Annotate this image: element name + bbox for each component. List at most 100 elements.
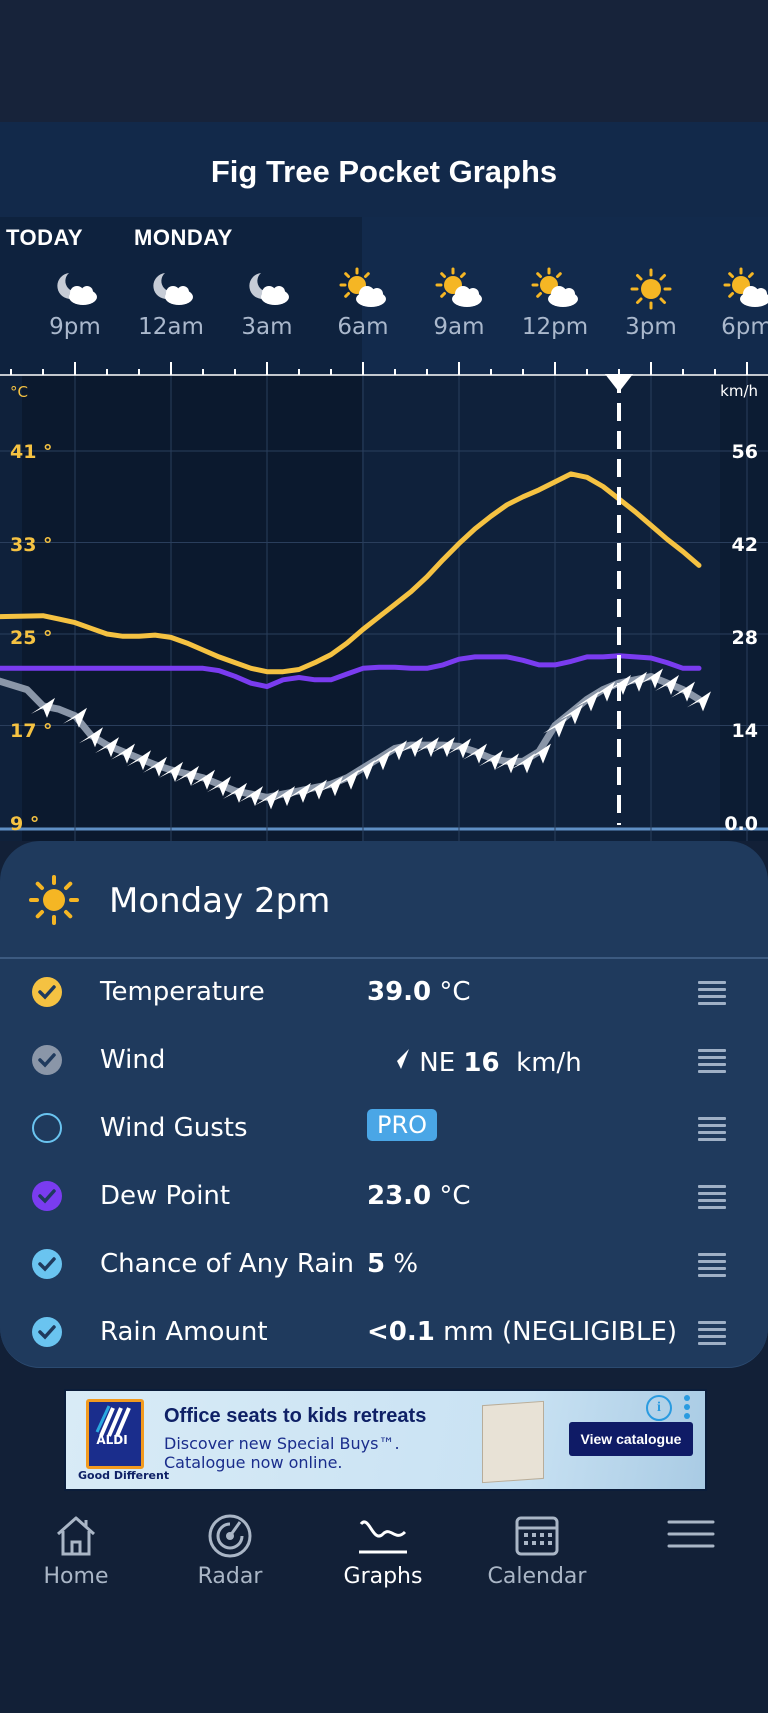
wind-check-icon[interactable]	[32, 1045, 62, 1075]
wind-arrow-marker	[383, 740, 407, 761]
sun-cloud-icon	[721, 267, 768, 311]
wind-tick-0: 0.0	[724, 813, 758, 835]
drag-handle-icon[interactable]	[698, 1253, 726, 1281]
wind-value: NE 16 km/h	[385, 1045, 582, 1078]
detail-title: Monday 2pm	[109, 881, 331, 921]
wind-arrow-marker	[639, 668, 663, 689]
ad-subtext: Discover new Special Buys™. Catalogue no…	[164, 1434, 400, 1472]
graph-area[interactable]: TODAY MONDAY 9pm12am3am6am9am12pm3pm6pmm…	[0, 217, 768, 841]
time-label: 6pm	[721, 314, 768, 340]
nav-radar-label: Radar	[197, 1564, 263, 1589]
wind-arrow-marker	[287, 782, 311, 803]
row-temperature[interactable]: Temperature 39.0 °C	[0, 959, 768, 1027]
temperature-line	[0, 471, 702, 675]
aldi-logo	[86, 1399, 144, 1469]
catalogue-image	[482, 1400, 544, 1484]
calendar-icon	[515, 1516, 559, 1556]
temp-tick-17: 17 °	[10, 720, 53, 742]
view-catalogue-button[interactable]: View catalogue	[569, 1422, 693, 1456]
wind-arrow-marker	[239, 786, 263, 807]
plot-night-shading	[22, 375, 362, 841]
temperature-value: 39.0 °C	[367, 977, 471, 1007]
radar-icon	[208, 1514, 252, 1558]
graph-icon	[359, 1520, 407, 1554]
wind-arrow-marker	[623, 671, 647, 692]
wind-arrow-marker	[303, 779, 327, 800]
nav-menu[interactable]	[631, 1512, 751, 1564]
nav-home[interactable]: Home	[16, 1512, 136, 1589]
row-wind[interactable]: Wind NE 16 km/h	[0, 1027, 768, 1095]
row-wind-gusts[interactable]: Wind Gusts PRO	[0, 1095, 768, 1163]
wind-arrow-marker	[191, 769, 215, 790]
sun-cloud-icon	[529, 267, 581, 311]
wind-arrow-marker	[447, 738, 471, 759]
nav-calendar[interactable]: Calendar	[477, 1512, 597, 1589]
time-label: 3pm	[625, 314, 677, 340]
rain-amount-check-icon[interactable]	[32, 1317, 62, 1347]
drag-handle-icon[interactable]	[698, 1185, 726, 1213]
time-label: 12am	[138, 314, 204, 340]
temp-tick-33: 33 °	[10, 534, 53, 556]
wind-arrow-marker	[111, 743, 135, 764]
home-icon	[57, 1516, 95, 1556]
wind-arrow-marker	[271, 786, 295, 807]
row-rain-amount[interactable]: Rain Amount <0.1 mm (NEGLIGIBLE)	[0, 1299, 768, 1367]
wind-gusts-label: Wind Gusts	[100, 1113, 248, 1143]
drag-handle-icon[interactable]	[698, 1321, 726, 1349]
time-label: 3am	[241, 314, 293, 340]
wind-arrow-marker	[159, 761, 183, 782]
row-chance-of-rain[interactable]: Chance of Any Rain 5 %	[0, 1231, 768, 1299]
sun-icon	[625, 267, 677, 311]
moon-cloud-icon	[49, 267, 101, 311]
wind-arrow-marker	[143, 756, 167, 777]
ad-more-icon[interactable]	[684, 1395, 690, 1422]
pro-badge[interactable]: PRO	[367, 1109, 438, 1141]
dew-point-check-icon[interactable]	[32, 1181, 62, 1211]
temp-tick-9: 9 °	[10, 813, 40, 835]
wind-tick-42: 42	[731, 534, 758, 556]
time-label: 9am	[433, 314, 485, 340]
dew-point-line	[0, 653, 702, 690]
menu-icon	[667, 1520, 715, 1548]
sun-icon	[29, 875, 79, 925]
drag-handle-icon[interactable]	[698, 1117, 726, 1145]
wind-gusts-value: PRO	[367, 1109, 438, 1145]
temp-tick-25: 25 °	[10, 627, 53, 649]
wind-arrow-icon	[387, 1049, 409, 1071]
ad-banner[interactable]: ALDI Good Different Office seats to kids…	[64, 1389, 707, 1491]
day-label-monday: MONDAY	[134, 225, 233, 250]
temperature-check-icon[interactable]	[32, 977, 62, 1007]
wind-gusts-check-icon[interactable]	[32, 1113, 62, 1143]
drag-handle-icon[interactable]	[698, 981, 726, 1009]
wind-arrow-marker	[223, 782, 247, 803]
chance-of-rain-label: Chance of Any Rain	[100, 1249, 354, 1279]
wind-tick-56: 56	[731, 441, 758, 463]
bottom-nav: Home Radar Graphs Calendar	[0, 1502, 768, 1713]
wind-arrow-marker	[95, 737, 119, 758]
chance-of-rain-value: 5 %	[367, 1249, 419, 1279]
drag-handle-icon[interactable]	[698, 1049, 726, 1077]
wind-tick-14: 14	[731, 720, 758, 742]
time-label: 6am	[337, 314, 389, 340]
ad-headline: Office seats to kids retreats	[164, 1405, 427, 1427]
detail-header: Monday 2pm	[0, 841, 768, 957]
page-title: Fig Tree Pocket Graphs	[210, 154, 558, 189]
wind-arrow-marker	[479, 750, 503, 771]
time-label: 12pm	[521, 314, 589, 340]
rain-amount-value: <0.1 mm (NEGLIGIBLE)	[367, 1317, 678, 1347]
sun-cloud-icon	[433, 267, 485, 311]
nav-radar[interactable]: Radar	[170, 1512, 290, 1589]
day-label-today: TODAY	[6, 225, 84, 250]
nav-graphs[interactable]: Graphs	[323, 1512, 443, 1589]
wind-arrow-marker	[655, 675, 679, 695]
wind-arrow-marker	[591, 681, 615, 702]
row-dew-point[interactable]: Dew Point 23.0 °C	[0, 1163, 768, 1231]
ad-tagline: Good Different	[78, 1469, 170, 1482]
chance-of-rain-check-icon[interactable]	[32, 1249, 62, 1279]
rain-amount-label: Rain Amount	[100, 1317, 268, 1347]
wind-arrow-marker	[527, 743, 551, 764]
wind-arrow-marker	[255, 789, 279, 810]
moon-cloud-icon	[145, 267, 197, 311]
dew-point-value: 23.0 °C	[367, 1181, 471, 1211]
ad-info-icon[interactable]: i	[646, 1395, 672, 1421]
